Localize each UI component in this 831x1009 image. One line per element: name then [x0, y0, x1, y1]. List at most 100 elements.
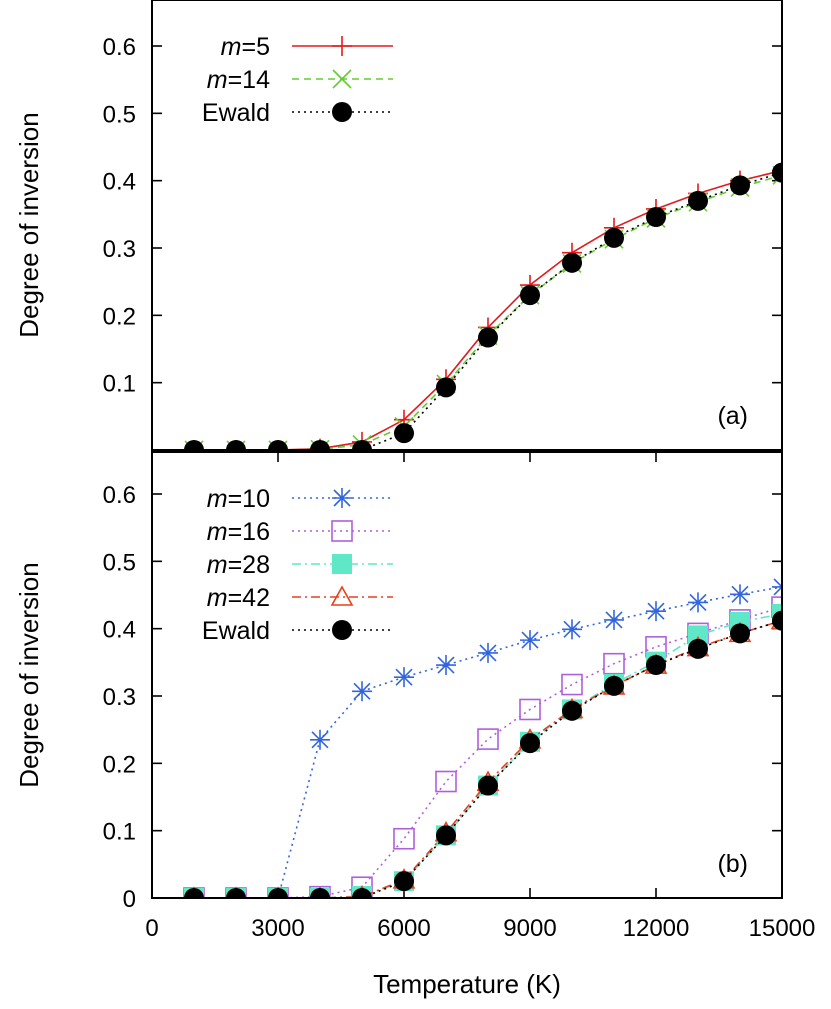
data-point — [477, 728, 499, 750]
data-point — [184, 440, 204, 450]
legend-label: m=16 — [207, 518, 270, 546]
data-point — [562, 619, 582, 640]
data-point — [561, 673, 583, 696]
x-tick-label: 15000 — [749, 915, 816, 942]
data-point — [646, 601, 666, 622]
series-m-10 — [184, 576, 782, 898]
data-point — [394, 667, 414, 688]
y-tick-label: 0.3 — [103, 236, 136, 263]
y-tick-label: 0.4 — [103, 617, 136, 644]
y-axis-label: Degree of inversion — [14, 112, 44, 337]
legend-marker — [332, 102, 352, 122]
y-tick-label: 0.5 — [103, 549, 136, 576]
data-point — [393, 827, 415, 850]
legend-marker — [332, 69, 352, 89]
y-axis-top: 0.1 0.2 0.3 0.4 0.5 0.6 — [103, 34, 782, 398]
legend-label: Ewald — [202, 617, 270, 645]
series-ewald — [184, 610, 782, 898]
y-tick-label: 0.1 — [103, 819, 136, 846]
legend-label: m=10 — [207, 485, 270, 513]
legend-label: Ewald — [202, 99, 270, 127]
y-tick-label: 0.2 — [103, 303, 136, 330]
data-point — [688, 592, 708, 613]
legend-top: m=5 m=14 Ewald — [202, 33, 393, 127]
data-point — [519, 698, 541, 721]
plot-frame — [151, 451, 783, 899]
legend-marker — [332, 488, 352, 508]
legend-label: m=14 — [207, 66, 270, 94]
series-group-bottom — [183, 576, 782, 898]
data-point — [184, 888, 204, 898]
series-line — [194, 174, 782, 450]
data-point — [520, 285, 540, 306]
legend-marker — [332, 554, 352, 574]
data-point — [646, 655, 666, 676]
data-point — [436, 825, 456, 846]
data-point — [603, 652, 625, 675]
legend-marker — [332, 620, 352, 640]
data-point — [772, 610, 782, 631]
series-line — [194, 169, 782, 450]
series-group-top — [184, 160, 782, 450]
data-point — [310, 888, 330, 898]
data-point — [478, 327, 498, 348]
data-point — [562, 252, 582, 273]
series-line — [194, 586, 782, 898]
x-tick-label: 6000 — [377, 915, 430, 942]
panel-label: (b) — [717, 850, 748, 878]
data-point — [604, 675, 624, 696]
x-axis-bottom: 0 3000 6000 9000 12000 15000 — [145, 452, 815, 942]
data-point — [478, 775, 498, 796]
data-point — [520, 630, 540, 651]
data-point — [226, 440, 246, 450]
legend-marker — [332, 36, 352, 56]
data-point — [394, 871, 414, 892]
data-point — [604, 227, 624, 248]
data-point — [436, 377, 456, 398]
data-point — [352, 888, 372, 898]
data-point — [646, 207, 666, 228]
panel-label: (a) — [717, 402, 748, 430]
data-point — [310, 729, 330, 750]
x-tick-label: 0 — [145, 915, 158, 942]
x-tick-label: 12000 — [623, 915, 690, 942]
data-point — [562, 700, 582, 721]
legend-marker — [331, 520, 353, 542]
legend-marker — [330, 585, 354, 606]
data-point — [688, 638, 708, 659]
data-point — [352, 681, 372, 702]
data-point — [352, 440, 372, 450]
series-ewald — [184, 162, 782, 450]
y-tick-label: 0 — [123, 886, 136, 913]
y-tick-label: 0.2 — [103, 751, 136, 778]
data-point — [604, 609, 624, 630]
x-tick-label: 9000 — [503, 915, 556, 942]
data-point — [226, 888, 246, 898]
data-point — [268, 440, 288, 450]
x-tick-label: 3000 — [251, 915, 304, 942]
legend-label: m=28 — [207, 551, 270, 579]
data-point — [730, 584, 750, 605]
y-tick-label: 0.6 — [103, 34, 136, 61]
data-point — [772, 162, 782, 183]
legend-label: m=42 — [207, 584, 270, 612]
y-tick-label: 0.5 — [103, 101, 136, 128]
plot-frame — [151, 0, 783, 451]
data-point — [478, 642, 498, 663]
x-axis-label: Temperature (K) — [373, 969, 561, 999]
y-tick-label: 0.4 — [103, 169, 136, 196]
panel-bottom: 0 0.1 0.2 0.3 0.4 0.5 0.6 Degree of inversion 0 3… — [14, 451, 815, 999]
y-tick-label: 0.3 — [103, 684, 136, 711]
data-point — [730, 623, 750, 644]
legend-label: m=5 — [221, 33, 270, 61]
panel-top: 0.1 0.2 0.3 0.4 0.5 0.6 Degree of inversion m=5… — [14, 0, 783, 451]
data-point — [730, 175, 750, 196]
data-point — [436, 655, 456, 676]
data-point — [520, 733, 540, 754]
series-line — [194, 613, 782, 898]
y-tick-label: 0.6 — [103, 482, 136, 509]
y-axis-bottom: 0 0.1 0.2 0.3 0.4 0.5 0.6 — [103, 482, 782, 913]
data-point — [394, 423, 414, 444]
data-point — [268, 888, 288, 898]
